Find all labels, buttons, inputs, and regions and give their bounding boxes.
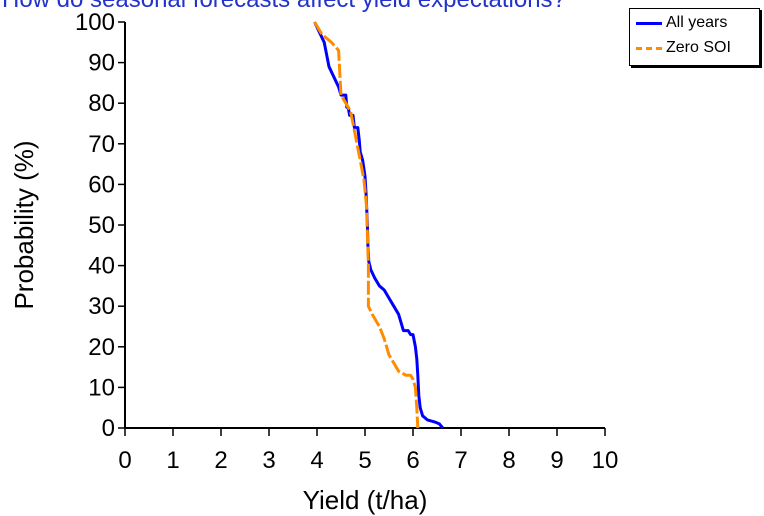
y-tick-label: 60 bbox=[88, 171, 115, 198]
y-tick-label: 30 bbox=[88, 293, 115, 320]
y-axis-label: Probability (%) bbox=[9, 140, 39, 309]
x-tick-label: 7 bbox=[454, 447, 467, 474]
chart-title: How do seasonal forecasts affect yield e… bbox=[2, 0, 622, 12]
series-line-zero-soi bbox=[313, 21, 420, 429]
x-tick-label: 1 bbox=[166, 447, 179, 474]
x-tick-label: 3 bbox=[262, 447, 275, 474]
y-tick-label: 50 bbox=[88, 212, 115, 239]
x-tick-label: 5 bbox=[358, 447, 371, 474]
series-line-all-years bbox=[313, 21, 444, 429]
chart-axes bbox=[124, 22, 605, 429]
x-tick-label: 0 bbox=[118, 447, 131, 474]
x-tick-label: 8 bbox=[502, 447, 515, 474]
legend: All years Zero SOI bbox=[629, 8, 760, 66]
x-tick-label: 10 bbox=[592, 447, 619, 474]
legend-item-zero-soi: Zero SOI bbox=[636, 37, 731, 59]
chart-series-group bbox=[313, 21, 444, 429]
y-tick-label: 70 bbox=[88, 131, 115, 158]
x-axis-label: Yield (t/ha) bbox=[303, 485, 428, 515]
x-tick-label: 6 bbox=[406, 447, 419, 474]
legend-swatch-all-years bbox=[636, 21, 662, 25]
legend-label-all-years: All years bbox=[666, 14, 728, 31]
y-tick-label: 10 bbox=[88, 374, 115, 401]
y-tick-label: 100 bbox=[75, 9, 115, 36]
x-tick-label: 2 bbox=[214, 447, 227, 474]
y-tick-label: 40 bbox=[88, 253, 115, 280]
x-tick-label: 9 bbox=[550, 447, 563, 474]
y-tick-label: 90 bbox=[88, 50, 115, 77]
y-tick-label: 0 bbox=[102, 415, 115, 442]
legend-swatch-zero-soi bbox=[636, 46, 662, 50]
y-tick-label: 80 bbox=[88, 90, 115, 117]
legend-item-all-years: All years bbox=[636, 12, 727, 34]
x-tick-label: 4 bbox=[310, 447, 323, 474]
y-tick-label: 20 bbox=[88, 334, 115, 361]
legend-label-zero-soi: Zero SOI bbox=[666, 39, 731, 56]
